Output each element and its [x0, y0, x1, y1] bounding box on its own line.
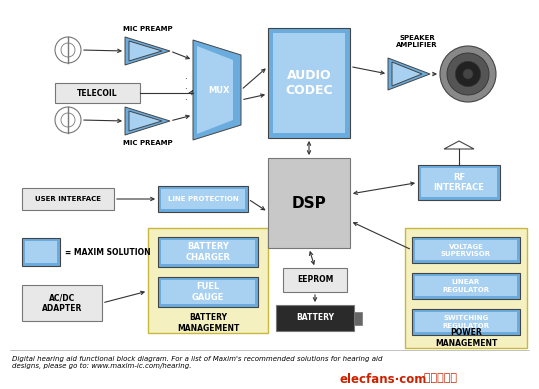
FancyBboxPatch shape [421, 168, 497, 197]
FancyBboxPatch shape [405, 228, 527, 348]
Text: TELECOIL: TELECOIL [77, 89, 118, 98]
Text: POWER
MANAGEMENT: POWER MANAGEMENT [435, 328, 497, 348]
FancyBboxPatch shape [415, 240, 517, 260]
Text: VOLTAGE
SUPERVISOR: VOLTAGE SUPERVISOR [441, 244, 491, 256]
Text: RF
INTERFACE: RF INTERFACE [433, 173, 485, 192]
FancyBboxPatch shape [25, 241, 57, 263]
FancyBboxPatch shape [354, 312, 362, 324]
Text: SPEAKER
AMPLIFIER: SPEAKER AMPLIFIER [396, 35, 438, 48]
Polygon shape [129, 111, 162, 131]
Text: Digital hearing aid functional block diagram. For a list of Maxim's recommended : Digital hearing aid functional block dia… [12, 356, 383, 369]
FancyBboxPatch shape [415, 312, 517, 332]
Text: LINE PROTECTION: LINE PROTECTION [168, 196, 238, 202]
FancyBboxPatch shape [158, 237, 258, 267]
Text: AC/DC
ADAPTER: AC/DC ADAPTER [42, 293, 82, 313]
Text: BATTERY
MANAGEMENT: BATTERY MANAGEMENT [177, 313, 239, 333]
Text: BATTERY
CHARGER: BATTERY CHARGER [185, 242, 231, 262]
FancyBboxPatch shape [412, 237, 520, 263]
Circle shape [455, 61, 481, 87]
Text: MUX: MUX [209, 86, 230, 95]
Polygon shape [392, 62, 422, 86]
Text: LINEAR
REGULATOR: LINEAR REGULATOR [443, 280, 489, 293]
FancyBboxPatch shape [415, 276, 517, 296]
Text: 电子发烧友: 电子发烧友 [420, 373, 457, 383]
Text: FUEL
GAUGE: FUEL GAUGE [192, 282, 224, 302]
Polygon shape [197, 46, 233, 134]
Text: AUDIO
CODEC: AUDIO CODEC [285, 69, 333, 97]
FancyBboxPatch shape [161, 240, 255, 264]
Polygon shape [193, 40, 241, 140]
FancyBboxPatch shape [22, 285, 102, 321]
FancyBboxPatch shape [268, 158, 350, 248]
Polygon shape [388, 58, 430, 90]
Polygon shape [125, 37, 170, 65]
Circle shape [463, 69, 473, 79]
Polygon shape [125, 107, 170, 135]
Polygon shape [129, 41, 162, 61]
Text: MIC PREAMP: MIC PREAMP [123, 26, 172, 32]
Text: EEPROM: EEPROM [297, 275, 333, 284]
FancyBboxPatch shape [22, 238, 60, 266]
FancyBboxPatch shape [283, 268, 347, 292]
FancyBboxPatch shape [412, 309, 520, 335]
Text: SWITCHING
REGULATOR: SWITCHING REGULATOR [443, 315, 489, 328]
FancyBboxPatch shape [158, 186, 248, 212]
Text: elecfans·com: elecfans·com [340, 373, 427, 386]
FancyBboxPatch shape [148, 228, 268, 333]
FancyBboxPatch shape [22, 188, 114, 210]
Text: MIC PREAMP: MIC PREAMP [123, 140, 172, 146]
FancyBboxPatch shape [161, 189, 245, 209]
FancyBboxPatch shape [268, 28, 350, 138]
FancyBboxPatch shape [273, 33, 345, 133]
FancyBboxPatch shape [161, 280, 255, 304]
FancyBboxPatch shape [158, 277, 258, 307]
FancyBboxPatch shape [418, 165, 500, 200]
Text: ·
·
·: · · · [184, 75, 186, 105]
Text: DSP: DSP [292, 196, 327, 210]
Text: BATTERY: BATTERY [296, 314, 334, 322]
Circle shape [440, 46, 496, 102]
FancyBboxPatch shape [55, 83, 140, 103]
FancyBboxPatch shape [276, 305, 354, 331]
Text: = MAXIM SOLUTION: = MAXIM SOLUTION [65, 247, 150, 256]
Text: USER INTERFACE: USER INTERFACE [35, 196, 101, 202]
FancyBboxPatch shape [412, 273, 520, 299]
Circle shape [447, 53, 489, 95]
